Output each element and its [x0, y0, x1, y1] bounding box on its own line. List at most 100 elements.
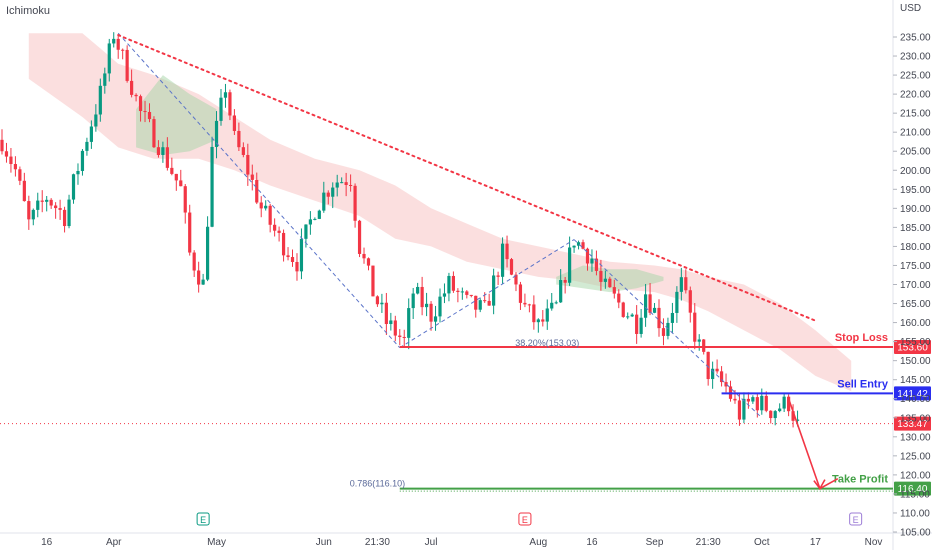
y-tick-label: 150.00: [900, 356, 931, 367]
x-tick-label: Jul: [425, 537, 438, 548]
candle-body: [523, 302, 527, 305]
candle-body: [27, 201, 31, 220]
candle-body: [684, 277, 688, 291]
candle-body: [661, 328, 666, 336]
take-profit-price-value: 116.40: [898, 484, 928, 495]
ichimoku-cloud-bearish: [28, 33, 852, 392]
earnings-event-label-2: E: [853, 515, 859, 525]
candle-body: [9, 156, 13, 165]
candle-body: [487, 300, 491, 306]
candle-body: [603, 278, 607, 282]
candle-body: [702, 339, 706, 352]
harmonic-leg-1: [399, 239, 575, 349]
candle-body: [138, 96, 143, 112]
candle-body: [706, 351, 710, 380]
candle-body: [500, 243, 505, 277]
candle-body: [572, 245, 576, 248]
sell-entry-price-badge: [894, 386, 931, 401]
earnings-event-marker-2: [849, 512, 863, 526]
candle-body: [456, 290, 460, 292]
candle-body: [559, 279, 563, 303]
fib-label-1: 0.786(116.10): [350, 479, 405, 489]
stop-loss-price-value: 153.60: [897, 342, 928, 353]
candle-body: [599, 270, 603, 282]
candle-body: [442, 293, 447, 297]
candle-body: [353, 185, 357, 221]
candle-body: [76, 170, 80, 175]
candle-body: [478, 300, 482, 310]
candle-body: [232, 115, 237, 131]
candle-body: [675, 291, 679, 313]
y-tick-label: 185.00: [900, 223, 931, 234]
y-tick-label: 155.00: [900, 337, 931, 348]
candle-body: [483, 300, 487, 302]
candle-body: [31, 209, 35, 220]
candle-body: [45, 199, 49, 202]
candle-body: [791, 411, 795, 421]
candle-body: [98, 85, 102, 115]
candle-body: [228, 92, 232, 116]
candle-body: [496, 275, 500, 277]
candle-body: [112, 38, 116, 44]
y-tick-label: 165.00: [900, 299, 931, 310]
candle-body: [281, 232, 286, 256]
candle-body: [764, 395, 768, 411]
x-tick-label: 17: [810, 537, 822, 548]
candle-body: [626, 316, 630, 318]
candle-body: [246, 154, 250, 175]
candle-body: [58, 208, 62, 210]
candle-body: [469, 294, 473, 296]
candle-body: [103, 73, 107, 86]
candle-body: [219, 97, 223, 121]
x-tick-label: 21:30: [696, 537, 721, 548]
y-tick-label: 220.00: [900, 90, 931, 101]
candle-body: [371, 265, 375, 297]
candle-body: [389, 320, 393, 325]
candle-body: [62, 209, 67, 227]
ichimoku-cloud-bullish-0: [136, 75, 217, 155]
y-tick-label: 120.00: [900, 470, 931, 481]
candle-body: [116, 38, 120, 50]
x-tick-label: 16: [41, 537, 53, 548]
x-tick-label: Aug: [529, 537, 547, 548]
candle-body: [335, 182, 339, 188]
candle-body: [161, 147, 165, 156]
candle-body: [447, 275, 451, 294]
sell-entry-label: Sell Entry: [837, 378, 889, 390]
candle-body: [536, 319, 540, 323]
candle-body: [652, 307, 657, 313]
candle-body: [795, 419, 800, 421]
harmonic-leg-0: [117, 32, 401, 349]
candle-body: [237, 130, 241, 148]
candle-body: [639, 317, 643, 334]
candle-body: [174, 173, 178, 181]
candle-body: [143, 111, 147, 113]
candle-body: [134, 94, 138, 97]
candle-body: [527, 304, 531, 306]
candle-body: [630, 314, 634, 317]
candle-body: [121, 49, 125, 51]
candle-body: [402, 336, 406, 338]
candle-body: [188, 212, 192, 253]
candle-body: [13, 164, 18, 170]
x-tick-label: May: [207, 537, 226, 548]
candle-body: [612, 287, 616, 294]
candle-body: [438, 296, 442, 317]
candle-body: [36, 200, 40, 210]
candle-body: [22, 180, 26, 202]
candle-body: [170, 167, 174, 174]
candle-body: [380, 302, 384, 305]
candle-body: [474, 295, 478, 310]
candle-body: [429, 303, 433, 322]
downtrend-line: [117, 34, 817, 322]
candle-body: [313, 218, 317, 220]
earnings-event-marker-0: [196, 512, 210, 526]
current-price-value: 133.47: [897, 419, 928, 430]
candle-body: [585, 248, 590, 264]
candle-body: [715, 368, 719, 372]
y-tick-label: 170.00: [900, 280, 931, 291]
candle-body: [192, 252, 196, 271]
candle-body: [545, 308, 549, 322]
candle-body: [344, 182, 348, 186]
